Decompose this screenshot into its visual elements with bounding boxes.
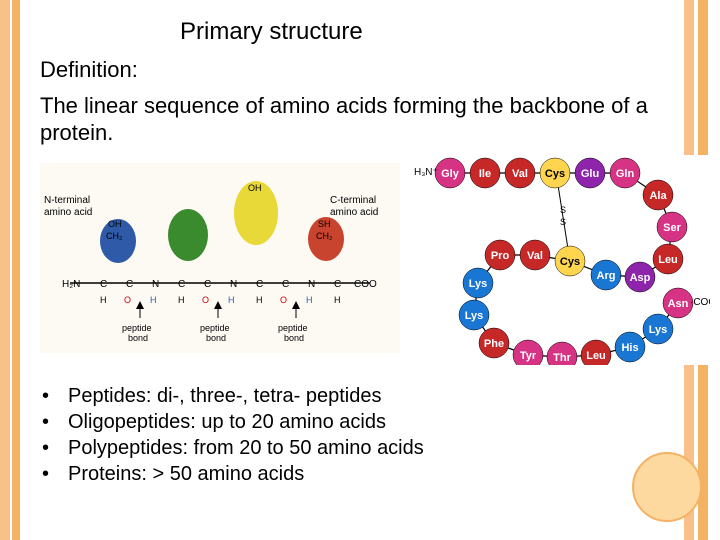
svg-text:CH₂: CH₂ bbox=[106, 231, 123, 241]
aa-node-label: Ser bbox=[663, 222, 681, 234]
stripe-left-1 bbox=[0, 0, 10, 540]
bullet-item: •Polypeptides: from 20 to 50 amino acids bbox=[40, 435, 680, 461]
side-chain-r3: OH bbox=[234, 181, 278, 245]
aa-node-label: Phe bbox=[484, 338, 504, 350]
bullet-item: •Oligopeptides: up to 20 amino acids bbox=[40, 409, 680, 435]
bullet-text: Proteins: > 50 amino acids bbox=[68, 461, 304, 487]
aa-node-label: Lys bbox=[649, 324, 668, 336]
svg-text:peptide: peptide bbox=[200, 323, 230, 333]
svg-text:H: H bbox=[100, 295, 107, 305]
svg-text:N: N bbox=[308, 279, 315, 290]
aa-node-label: Arg bbox=[597, 270, 616, 282]
side-chain-r4: SH CH₂ bbox=[308, 217, 344, 261]
aa-node-label: Ile bbox=[479, 168, 491, 180]
svg-text:O: O bbox=[202, 295, 209, 305]
peptide-backbone-diagram: N-terminal amino acid C-terminal amino a… bbox=[40, 163, 400, 353]
c-terminal-label: C-terminal bbox=[330, 195, 376, 206]
aa-node-label: Thr bbox=[553, 352, 571, 364]
bullet-item: •Proteins: > 50 amino acids bbox=[40, 461, 680, 487]
aa-node-label: Lys bbox=[465, 310, 484, 322]
svg-text:bond: bond bbox=[128, 333, 148, 343]
svg-text:N: N bbox=[152, 279, 159, 290]
stripe-left-2 bbox=[12, 0, 20, 540]
svg-text:H: H bbox=[256, 295, 263, 305]
bullet-text: Oligopeptides: up to 20 amino acids bbox=[68, 409, 386, 435]
aa-node-label: Val bbox=[527, 250, 543, 262]
bullet-dot: • bbox=[40, 435, 68, 461]
aa-node-label: Tyr bbox=[520, 350, 537, 362]
svg-text:peptide: peptide bbox=[278, 323, 308, 333]
bullet-item: •Peptides: di-, three-, tetra- peptides bbox=[40, 383, 680, 409]
amino-acid-loop-diagram: SS Gly Ile Val Cys Glu Gln Ala Ser Leu Asp Arg Cys Va… bbox=[410, 155, 710, 365]
svg-text:C: C bbox=[178, 279, 185, 290]
bullet-dot: • bbox=[40, 461, 68, 487]
slide-title: Primary structure bbox=[180, 18, 680, 46]
definition-label: Definition: bbox=[40, 56, 680, 84]
svg-text:C: C bbox=[204, 279, 211, 290]
svg-text:OH: OH bbox=[108, 219, 122, 229]
svg-text:C: C bbox=[256, 279, 263, 290]
aa-node-label: Pro bbox=[491, 250, 510, 262]
svg-text:N: N bbox=[230, 279, 237, 290]
aa-node-label: Cys bbox=[560, 256, 580, 268]
aa-node-label: Glu bbox=[581, 168, 599, 180]
svg-text:peptide: peptide bbox=[122, 323, 152, 333]
slide-content: Primary structure Definition: The linear… bbox=[40, 18, 680, 487]
svg-text:O: O bbox=[280, 295, 287, 305]
aa-node-label: Gln bbox=[616, 168, 635, 180]
bullet-list: •Peptides: di-, three-, tetra- peptides•… bbox=[40, 383, 680, 487]
svg-text:S: S bbox=[560, 217, 566, 227]
side-chain-r2 bbox=[168, 209, 208, 261]
svg-text:H: H bbox=[228, 295, 235, 305]
n-terminus-label: H₃N⁺ bbox=[414, 167, 438, 178]
svg-text:H: H bbox=[306, 295, 313, 305]
aa-node-label: Leu bbox=[658, 254, 678, 266]
decorative-corner-circle bbox=[632, 452, 702, 522]
bullet-dot: • bbox=[40, 383, 68, 409]
svg-text:amino acid: amino acid bbox=[330, 207, 378, 218]
bullet-text: Peptides: di-, three-, tetra- peptides bbox=[68, 383, 382, 409]
n-terminal-label: N-terminal bbox=[44, 195, 90, 206]
svg-text:CH₂: CH₂ bbox=[316, 231, 333, 241]
aa-node-label: Val bbox=[512, 168, 528, 180]
aa-node-label: His bbox=[621, 342, 638, 354]
aa-node-label: Cys bbox=[545, 168, 565, 180]
figures-row: N-terminal amino acid C-terminal amino a… bbox=[40, 155, 680, 375]
aa-node-label: Asp bbox=[630, 272, 651, 284]
svg-text:C: C bbox=[100, 279, 107, 290]
aa-node-label: Leu bbox=[586, 350, 606, 362]
svg-text:H: H bbox=[150, 295, 157, 305]
svg-text:C: C bbox=[126, 279, 133, 290]
bullet-dot: • bbox=[40, 409, 68, 435]
svg-text:H: H bbox=[178, 295, 185, 305]
svg-text:amino acid: amino acid bbox=[44, 207, 92, 218]
aa-node-label: Lys bbox=[469, 278, 488, 290]
aa-node-label: Ala bbox=[649, 190, 667, 202]
svg-text:H₂N: H₂N bbox=[62, 279, 80, 290]
svg-text:C: C bbox=[334, 279, 341, 290]
side-chain-r1: OH CH₂ bbox=[100, 219, 136, 263]
svg-text:OH: OH bbox=[248, 183, 262, 193]
svg-text:H: H bbox=[334, 295, 341, 305]
c-terminus-label: ·COO⁻ bbox=[690, 297, 710, 308]
definition-text: The linear sequence of amino acids formi… bbox=[40, 92, 680, 147]
svg-text:O: O bbox=[124, 295, 131, 305]
svg-text:C: C bbox=[282, 279, 289, 290]
svg-text:S: S bbox=[560, 205, 566, 215]
aa-node-label: Gly bbox=[441, 168, 460, 180]
aa-node-label: Asn bbox=[668, 298, 689, 310]
svg-text:bond: bond bbox=[284, 333, 304, 343]
svg-text:COO: COO bbox=[354, 279, 377, 290]
bullet-text: Polypeptides: from 20 to 50 amino acids bbox=[68, 435, 424, 461]
svg-text:bond: bond bbox=[206, 333, 226, 343]
svg-text:SH: SH bbox=[318, 219, 331, 229]
